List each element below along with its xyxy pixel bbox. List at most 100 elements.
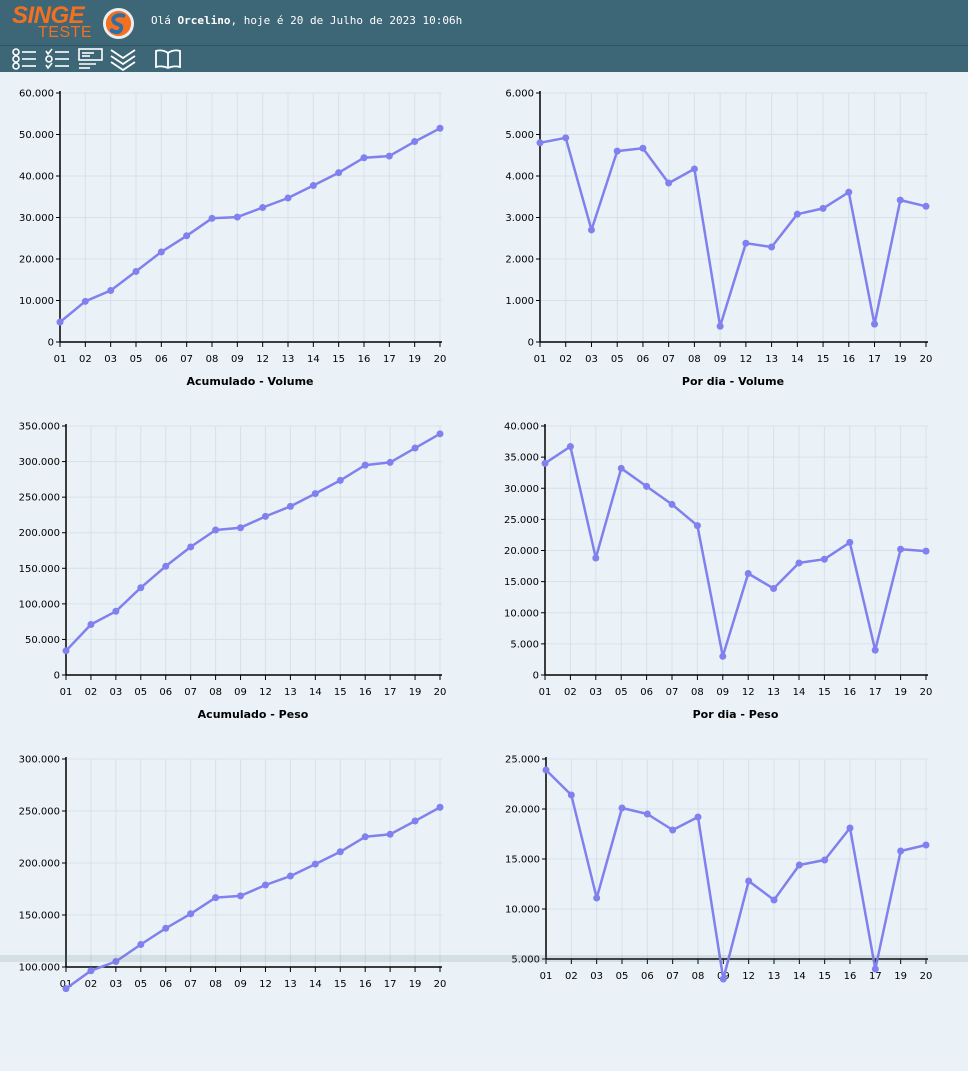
data-point	[846, 538, 854, 546]
x-tick-label: 07	[662, 354, 675, 365]
chart-acumulado-volume: 0 10.000 20.000 30.000 40.000 50.000 60.000 01 0…	[0, 72, 484, 405]
y-tick-label: 20.000	[504, 546, 539, 557]
data-point	[643, 482, 651, 490]
book-icon[interactable]	[155, 47, 181, 71]
x-tick-label: 14	[793, 971, 806, 982]
x-tick-label: 06	[159, 687, 172, 698]
x-tick-label: 13	[284, 687, 297, 698]
y-tick-label: 100.000	[19, 963, 60, 974]
x-tick-label: 13	[284, 979, 297, 990]
data-point	[618, 804, 626, 812]
x-tick-label: 14	[309, 979, 322, 990]
data-point	[286, 502, 294, 510]
x-tick-label: 16	[359, 687, 372, 698]
data-point	[208, 214, 216, 222]
data-point	[719, 652, 727, 660]
x-tick-label: 19	[894, 687, 907, 698]
data-point	[187, 910, 195, 918]
y-tick-label: 1.000	[505, 296, 534, 307]
data-point	[157, 248, 165, 256]
gridlines	[544, 425, 928, 676]
y-tick-label: 40.000	[19, 172, 54, 183]
logo-text-bottom: TESTE	[38, 24, 93, 41]
data-point	[361, 833, 369, 841]
x-tick-label: 05	[616, 971, 629, 982]
series-line	[545, 769, 927, 981]
layers-chevron-icon[interactable]	[110, 47, 136, 71]
x-tick-label: 07	[184, 687, 197, 698]
chart-por-dia-volume: 0 1.000 2.000 3.000 4.000 5.000 6.000 01 02 03 05 0…	[484, 72, 968, 405]
data-point	[311, 490, 319, 498]
y-tick-label: 150.000	[19, 564, 60, 575]
y-tick-label: 300.000	[19, 755, 60, 766]
x-tick-label: 19	[408, 354, 421, 365]
data-point	[87, 967, 95, 975]
data-point	[162, 562, 170, 570]
data-point	[56, 318, 64, 326]
data-point	[411, 444, 419, 452]
data-point	[795, 861, 803, 869]
data-point	[261, 881, 269, 889]
x-tick-label: 09	[231, 354, 244, 365]
x-tick-label: 12	[256, 354, 269, 365]
x-tick-label: 16	[359, 979, 372, 990]
chart-svg: 0 50.000 100.000 150.000 200.000 250.000 300.0…	[19, 422, 447, 722]
y-tick-label: 0	[54, 671, 60, 682]
top-header: SINGE TESTE Olá Orcelino, hoje é 20 de J…	[0, 0, 968, 46]
data-point	[536, 139, 544, 147]
series-line	[59, 127, 441, 324]
data-point	[745, 877, 753, 885]
y-tick-label: 350.000	[19, 422, 60, 433]
x-tick-label: 01	[539, 687, 552, 698]
y-tick-label: 200.000	[19, 859, 60, 870]
x-tick-label: 12	[739, 354, 752, 365]
x-tick-label: 16	[843, 687, 856, 698]
data-point	[212, 894, 220, 902]
y-tick-label: 60.000	[19, 89, 54, 100]
x-tick-label: 08	[209, 979, 222, 990]
data-point	[385, 152, 393, 160]
data-point	[261, 512, 269, 520]
checklist-icon[interactable]	[44, 47, 70, 71]
x-tick-label: 13	[765, 354, 778, 365]
x-tick-label: 08	[209, 687, 222, 698]
y-tick-label: 15.000	[504, 577, 539, 588]
x-tick-label: 09	[714, 354, 727, 365]
user-name: Orcelino	[177, 14, 231, 27]
data-point	[742, 239, 750, 247]
data-point	[897, 847, 905, 855]
x-tick-label: 16	[358, 354, 371, 365]
y-tick-label: 6.000	[505, 89, 534, 100]
data-point	[562, 134, 570, 142]
x-tick-label: 12	[742, 687, 755, 698]
y-tick-label: 50.000	[19, 130, 54, 141]
x-tick-label: 01	[60, 687, 73, 698]
gridlines	[59, 92, 442, 343]
x-tick-label: 14	[307, 354, 320, 365]
chart-title: Acumulado - Peso	[198, 708, 309, 721]
x-tick-label: 20	[920, 971, 933, 982]
x-tick-label: 13	[768, 971, 781, 982]
data-point	[922, 547, 930, 555]
card-form-icon[interactable]	[78, 47, 104, 71]
y-tick-label: 10.000	[505, 905, 540, 916]
x-tick-label: 12	[259, 979, 272, 990]
x-tick-label: 19	[409, 979, 422, 990]
x-tick-label: 13	[282, 354, 295, 365]
data-point	[768, 243, 776, 251]
x-tick-label: 20	[434, 687, 447, 698]
data-point	[237, 892, 245, 900]
series-line	[65, 806, 441, 990]
x-tick-label: 02	[85, 979, 98, 990]
data-point	[137, 584, 145, 592]
chart-acumulado-peso: 0 50.000 100.000 150.000 200.000 250.000 300.0…	[0, 405, 484, 738]
chart-svg: 0 1.000 2.000 3.000 4.000 5.000 6.000 01 02 03 05 0…	[505, 89, 932, 389]
singe-teste-logo[interactable]: SINGE TESTE	[12, 2, 98, 42]
data-point	[639, 144, 647, 152]
data-point	[162, 924, 170, 932]
list-icon[interactable]	[11, 47, 37, 71]
x-tick-label: 16	[842, 354, 855, 365]
data-point	[187, 543, 195, 551]
x-tick-label: 17	[384, 979, 397, 990]
x-tick-label: 02	[564, 687, 577, 698]
